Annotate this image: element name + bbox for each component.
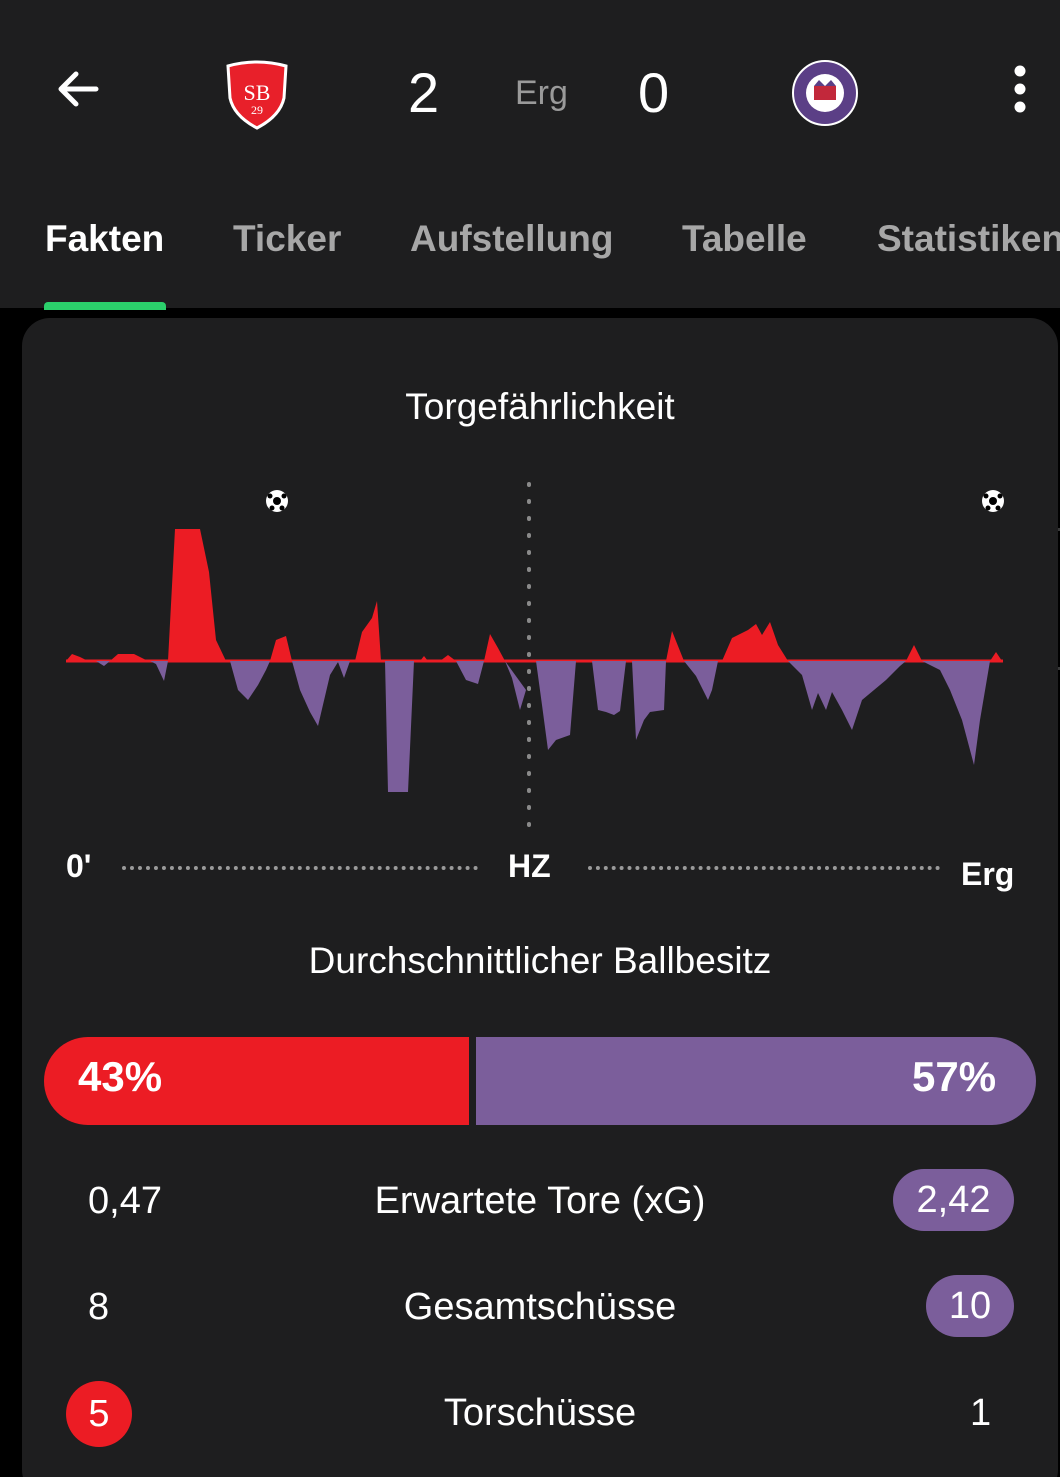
axis-dots-second-half: [588, 866, 940, 874]
home-stat-value: 0,47: [88, 1180, 162, 1222]
match-header: SB 29 2 Erg 0 Fakten Ticker Au: [0, 0, 1060, 310]
back-button[interactable]: [50, 62, 106, 118]
home-stat-value: 5: [66, 1381, 132, 1447]
away-stat-value: 1: [970, 1392, 992, 1434]
tab-fakten[interactable]: Fakten: [45, 218, 165, 259]
stat-row-xg[interactable]: 0,47 Erwartete Tore (xG) 2,42: [0, 1166, 1060, 1236]
home-score: 2: [408, 61, 440, 124]
facts-card: Torgefährlichkeit: [22, 318, 1058, 1477]
away-possession-bar: [476, 1037, 1036, 1125]
svg-text:SB: SB: [244, 80, 271, 105]
momentum-chart: [66, 482, 1004, 838]
stat-label: Gesamtschüsse: [403, 1286, 677, 1328]
away-team-crest[interactable]: [790, 58, 860, 130]
goal-ball-icon: [266, 490, 288, 512]
away-stat-value: 10: [926, 1275, 1014, 1337]
tab-ticker[interactable]: Ticker: [233, 218, 342, 259]
away-score: 0: [638, 61, 670, 124]
momentum-title: Torgefährlichkeit: [405, 386, 675, 427]
more-vertical-icon: [1014, 65, 1026, 113]
shield-crest-icon: SB 29: [226, 60, 288, 130]
round-crest-icon: [792, 60, 858, 126]
more-options-button[interactable]: [1000, 62, 1040, 118]
home-possession-value: 43%: [78, 1053, 163, 1100]
tab-tabelle[interactable]: Tabelle: [682, 218, 807, 259]
away-possession-value: 57%: [912, 1053, 997, 1100]
home-momentum-area: [66, 529, 1002, 661]
goal-ball-icon: [982, 490, 1004, 512]
tab-statistiken[interactable]: Statistiken: [877, 218, 1060, 259]
tab-bar: Fakten Ticker Aufstellung Tabelle Statis…: [0, 218, 1060, 308]
possession-title: Durchschnittlicher Ballbesitz: [308, 940, 772, 981]
axis-dots-first-half: [122, 866, 478, 874]
axis-start-label: 0': [66, 848, 92, 884]
stat-row-shots-on-target[interactable]: 5 Torschüsse 1: [0, 1378, 1060, 1448]
stat-label: Erwartete Tore (xG): [374, 1180, 706, 1222]
arrow-left-icon: [58, 71, 99, 107]
home-possession-bar: [44, 1037, 469, 1125]
active-tab-indicator: [44, 302, 166, 310]
match-status: Erg: [515, 74, 568, 112]
tab-aufstellung[interactable]: Aufstellung: [410, 218, 614, 259]
home-team-crest[interactable]: SB 29: [222, 58, 292, 130]
axis-halftime-label: HZ: [508, 848, 551, 884]
stat-label: Torschüsse: [443, 1392, 637, 1434]
home-stat-value: 8: [88, 1286, 110, 1328]
svg-text:29: 29: [251, 103, 263, 117]
axis-end-label: Erg: [961, 856, 1015, 892]
away-momentum-area: [96, 661, 990, 792]
away-stat-value: 2,42: [893, 1169, 1014, 1231]
stat-row-total-shots[interactable]: 8 Gesamtschüsse 10: [0, 1272, 1060, 1342]
